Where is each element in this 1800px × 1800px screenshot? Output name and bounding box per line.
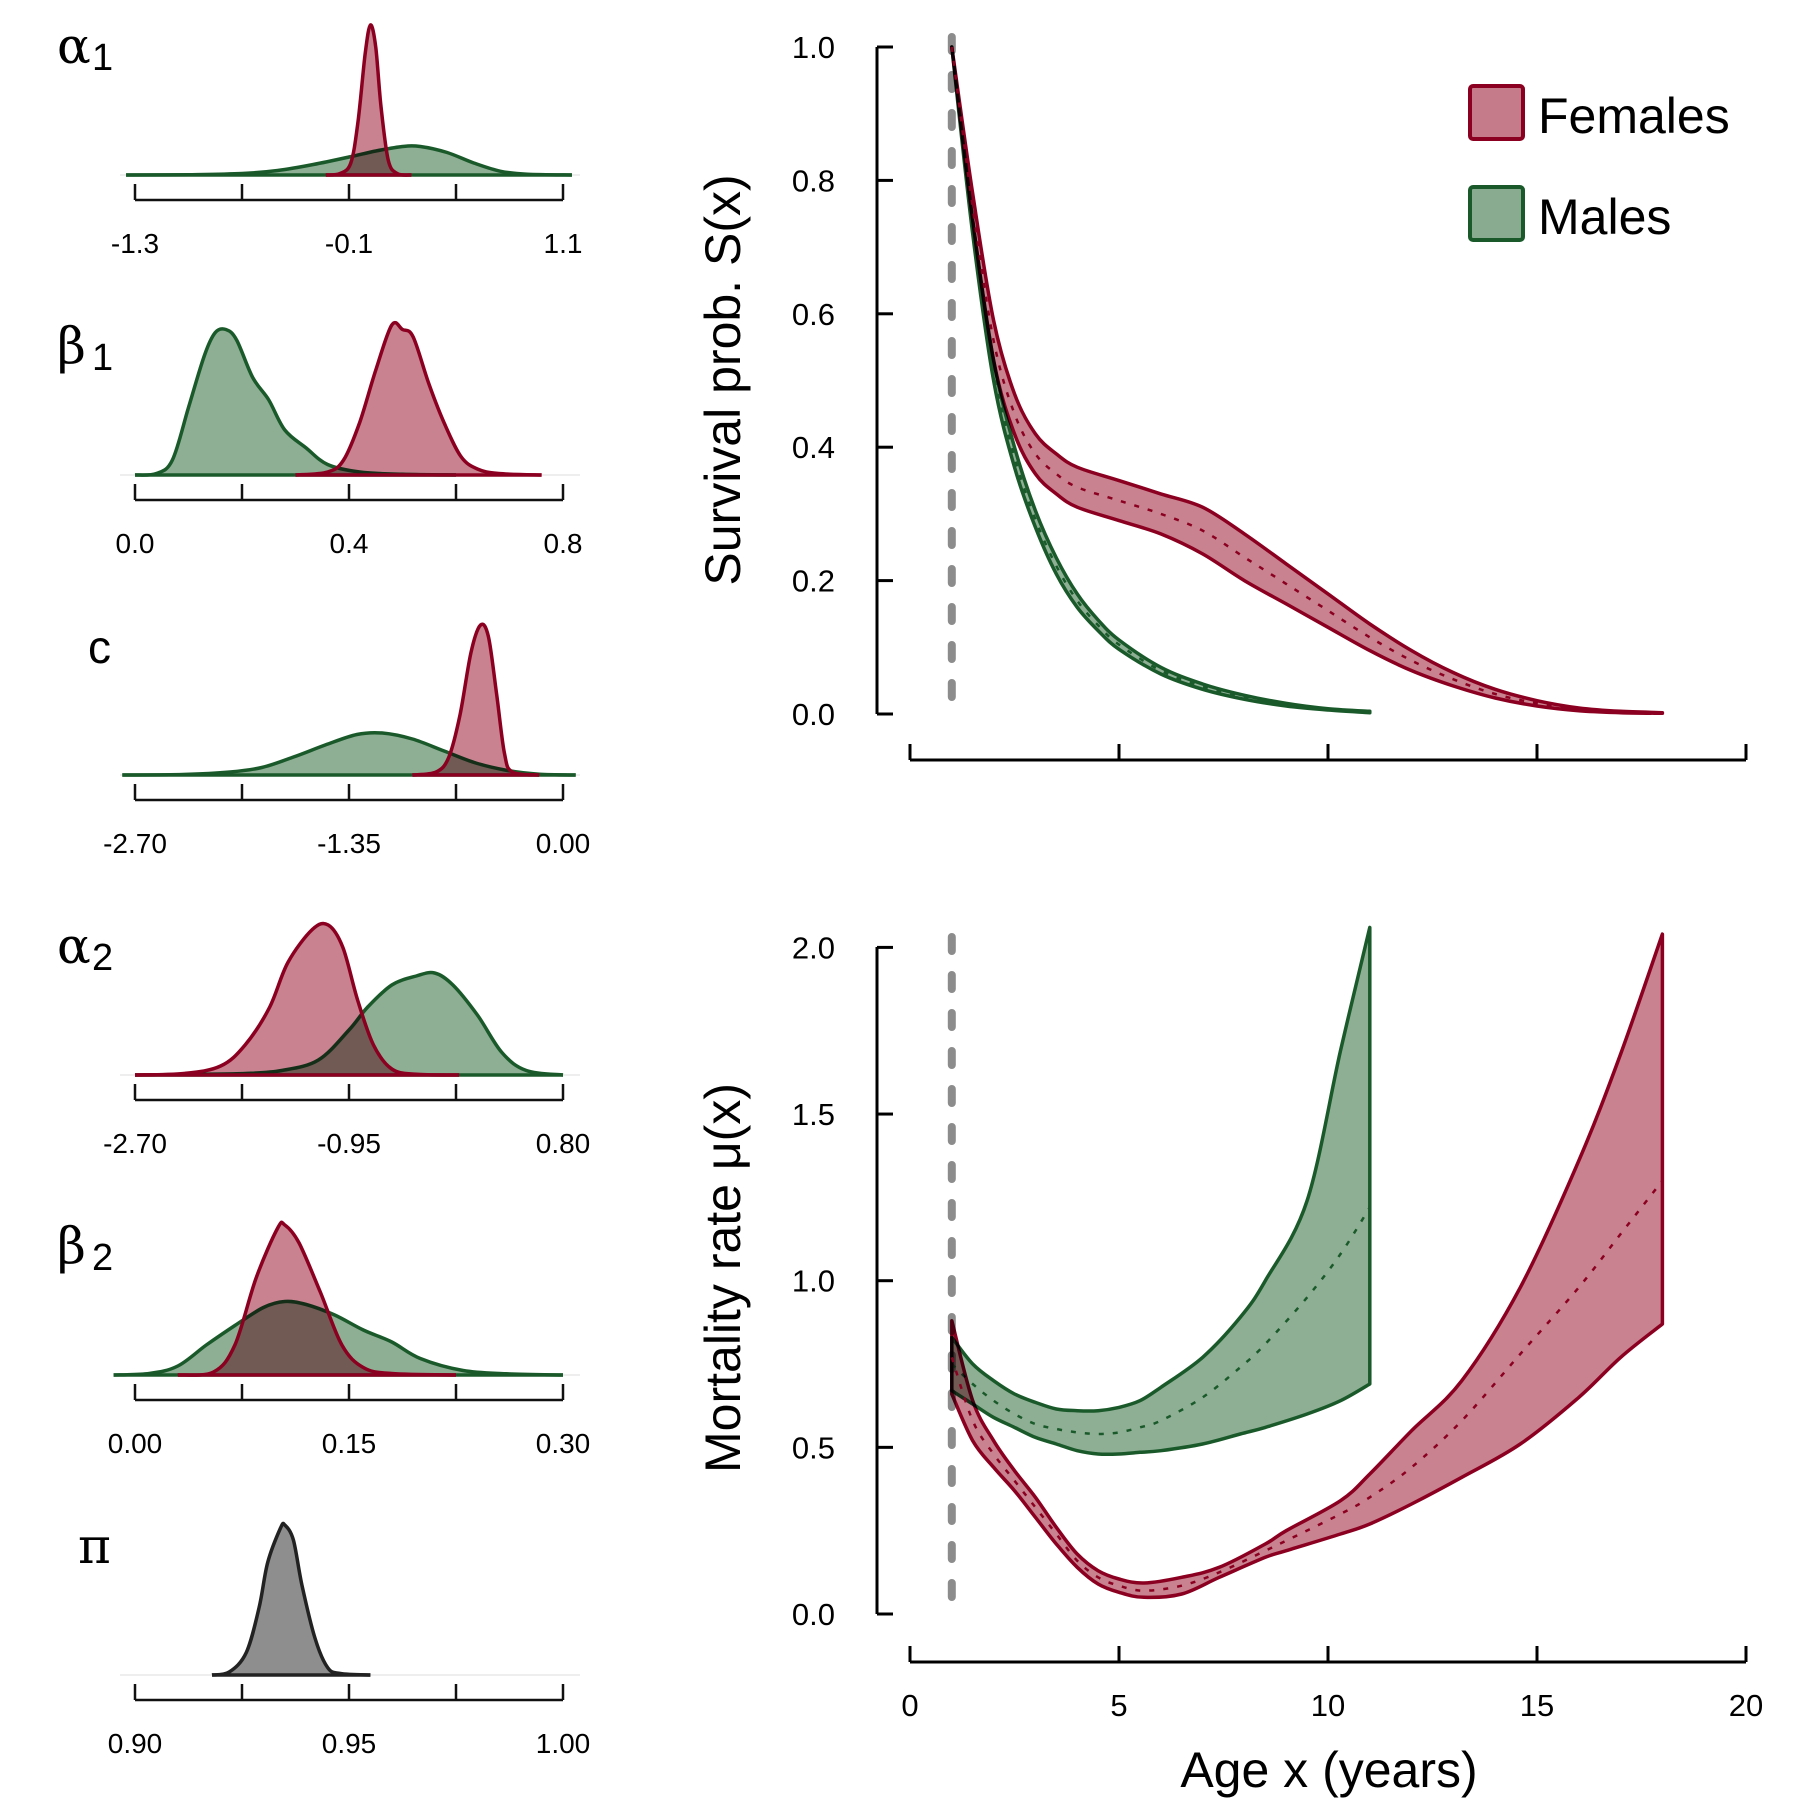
- mortality-y-axis-title: Mortality rate μ(x): [695, 1083, 751, 1473]
- density-curve-females: [134, 921, 460, 1077]
- density-fill-males: [135, 328, 456, 476]
- x-tick-label: 5: [1110, 1688, 1127, 1723]
- density-panel-pi: π 0.90 0.95 1.00: [78, 1517, 590, 1759]
- density-fill-females: [412, 624, 540, 775]
- density-curve-females: [412, 622, 540, 777]
- density-fill-females: [135, 923, 460, 1075]
- density-x-tick-label: 0.90: [108, 1728, 163, 1759]
- parameter-subscript: 2: [92, 1237, 113, 1279]
- posterior-density-panels: α 1-1.3 -0.1 1.1β 10.0 0.4 0.8c-2.70 -1.35 0.00α…: [57, 17, 590, 1759]
- density-fill-males: [135, 972, 563, 1075]
- density-x-tick-label: 1.00: [536, 1728, 591, 1759]
- density-x-tick-label: -2.70: [103, 828, 167, 859]
- density-x-tick-label: -1.35: [317, 828, 381, 859]
- density-fill-pooled: [212, 1523, 371, 1675]
- density-panel-beta1: β 1 0.0 0.4 0.8: [57, 317, 582, 559]
- y-tick-label: 1.0: [792, 1264, 835, 1299]
- median-males: [950, 1206, 1371, 1436]
- parameter-subscript: 1: [92, 37, 113, 79]
- parameter-label: β: [57, 1217, 86, 1275]
- legend-swatch-females: [1468, 84, 1525, 141]
- density-x-tick-label: 0.0: [116, 528, 155, 559]
- median-females: [950, 1179, 1664, 1592]
- density-x-tick-label: 0.00: [536, 828, 591, 859]
- parameter-label: c: [88, 621, 111, 673]
- band-females: [950, 45, 1665, 716]
- density-x-tick-label: 0.30: [536, 1428, 591, 1459]
- parameter-subscript: 1: [92, 337, 113, 379]
- density-x-tick-label: 0.95: [322, 1728, 377, 1759]
- y-tick-label: 0.2: [792, 564, 835, 599]
- mortality-panel: Mortality rate μ(x) 0.0 0.5 1.0 1.5 2.0 0 5 10 1…: [695, 925, 1763, 1798]
- band-males: [950, 925, 1372, 1457]
- x-axis-title: Age x (years): [1180, 1742, 1477, 1798]
- density-x-tick-label: 0.8: [544, 528, 583, 559]
- parameter-label: α: [57, 917, 91, 975]
- density-x-tick-label: -0.95: [317, 1128, 381, 1159]
- parameter-subscript: 2: [92, 937, 113, 979]
- density-fill-females: [177, 1222, 457, 1376]
- band-females: [950, 932, 1665, 1600]
- survival-plot-area: 0.0 0.2 0.4 0.6 0.8 1.0: [792, 30, 1748, 762]
- y-tick-label: 0.4: [792, 430, 835, 465]
- legend-swatch-males: [1468, 185, 1525, 242]
- x-tick-label: 10: [1311, 1688, 1345, 1723]
- legend: Females Males: [1468, 84, 1730, 245]
- y-tick-label: 0.8: [792, 163, 835, 198]
- density-x-tick-label: 0.4: [330, 528, 369, 559]
- density-x-tick-label: 1.1: [544, 228, 583, 259]
- density-panel-c: c -2.70 -1.35 0.00: [88, 621, 590, 859]
- parameter-label: π: [78, 1517, 111, 1575]
- density-fill-males: [126, 145, 572, 175]
- x-tick-label: 0: [901, 1688, 918, 1723]
- y-tick-label: 0.0: [792, 697, 835, 732]
- density-x-tick-label: 0.15: [322, 1428, 377, 1459]
- parameter-label: β: [57, 317, 86, 375]
- density-curve-females: [295, 320, 542, 477]
- y-tick-label: 0.5: [792, 1430, 835, 1465]
- x-tick-label: 15: [1520, 1688, 1554, 1723]
- legend-label-females: Females: [1538, 88, 1730, 144]
- y-tick-label: 1.5: [792, 1097, 835, 1132]
- density-x-tick-label: 0.80: [536, 1128, 591, 1159]
- density-panel-beta2: β 2 0.00 0.15 0.30: [57, 1217, 590, 1459]
- density-x-tick-label: -1.3: [111, 228, 159, 259]
- x-tick-label: 20: [1729, 1688, 1763, 1723]
- density-fill-females: [295, 322, 542, 475]
- survival-panel: Survival prob. S(x) 0.0 0.2 0.4 0.6 0.8 1.0 F…: [695, 30, 1748, 762]
- survival-y-axis-title: Survival prob. S(x): [695, 174, 751, 585]
- y-tick-label: 2.0: [792, 930, 835, 965]
- y-tick-label: 0.0: [792, 1597, 835, 1632]
- density-curve-females: [177, 1220, 457, 1377]
- mortality-plot-area: 0.0 0.5 1.0 1.5 2.0 0 5 10 15 20: [792, 925, 1763, 1723]
- density-panel-alpha1: α 1 -1.3 -0.1 1.1: [57, 17, 582, 259]
- parameter-label: α: [57, 17, 91, 75]
- legend-label-males: Males: [1538, 189, 1671, 245]
- density-x-tick-label: 0.00: [108, 1428, 163, 1459]
- density-panel-alpha2: α 2 -2.70 -0.95 0.80: [57, 917, 590, 1159]
- density-x-tick-label: -0.1: [325, 228, 373, 259]
- y-tick-label: 1.0: [792, 30, 835, 65]
- density-curve-pooled: [211, 1521, 371, 1677]
- density-x-tick-label: -2.70: [103, 1128, 167, 1159]
- y-tick-label: 0.6: [792, 297, 835, 332]
- density-curve-females: [325, 23, 412, 177]
- density-fill-females: [325, 24, 412, 176]
